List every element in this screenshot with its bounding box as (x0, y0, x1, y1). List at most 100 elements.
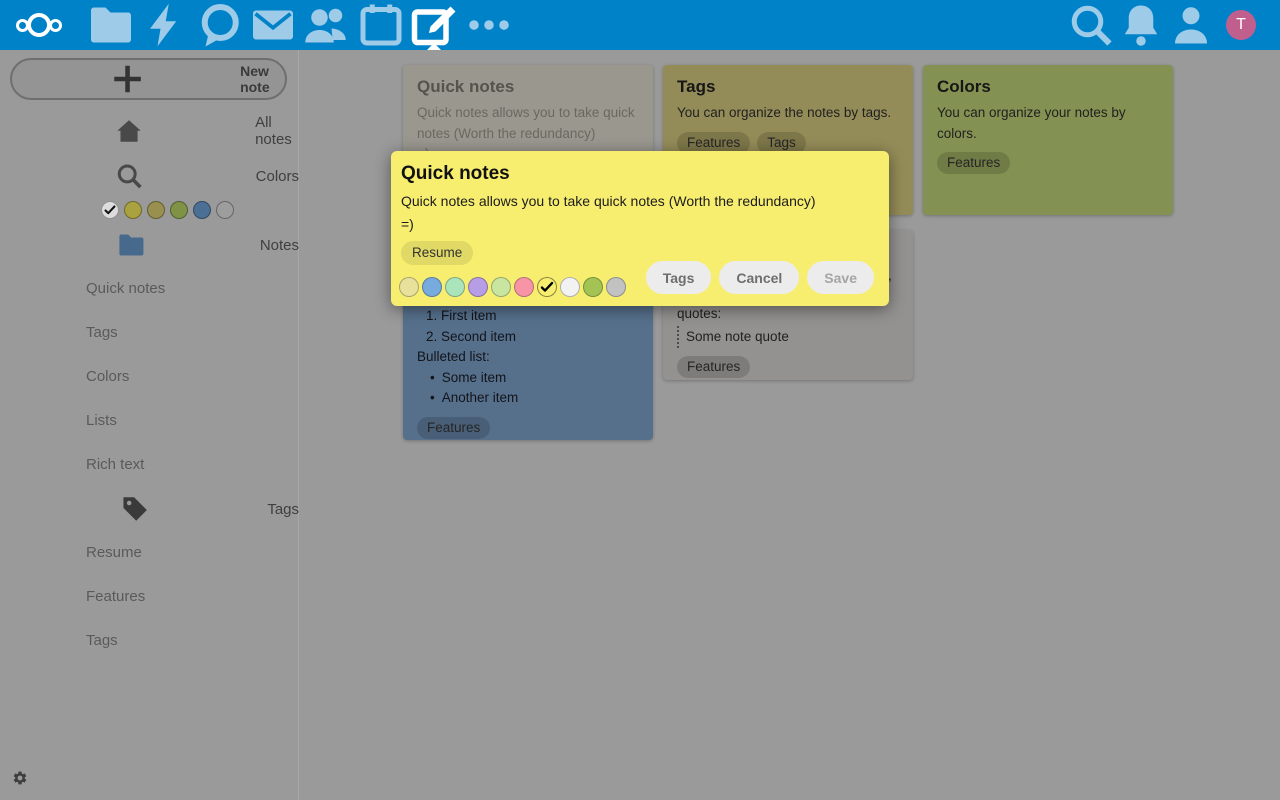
palette-color[interactable] (399, 277, 419, 297)
cancel-button[interactable]: Cancel (719, 261, 800, 294)
sidebar-group-label: Tags (267, 500, 299, 518)
sidebar-item-colors[interactable]: Colors (86, 368, 130, 385)
palette-color-selected[interactable] (537, 277, 557, 297)
note-card-body: You can organize the notes by tags. (677, 103, 899, 124)
sidebar-item-all-notes[interactable]: All notes (0, 114, 299, 148)
modal-tag-chip[interactable]: Resume (401, 241, 474, 265)
sidebar-item-features[interactable]: Features (86, 588, 146, 605)
palette-color[interactable] (583, 277, 603, 297)
note-text-line: Quick notes allows you to take quick not… (417, 105, 635, 141)
note-tag-chip: Tags (757, 131, 806, 154)
plus-icon (29, 60, 226, 98)
avatar[interactable]: T (1226, 10, 1256, 40)
note-pen-icon (409, 0, 459, 50)
color-filter-swatches (101, 201, 234, 219)
note-card-body: Quick notes allows you to take quick not… (417, 103, 639, 165)
app-button-calendar[interactable] (356, 0, 406, 50)
note-color-palette (399, 277, 626, 297)
check-icon (102, 202, 118, 218)
sidebar-item-rich-text[interactable]: Rich text (86, 456, 145, 473)
sidebar-item-lists[interactable]: Lists (86, 412, 117, 429)
nextcloud-logo[interactable] (16, 11, 76, 39)
sidebar-group-tags[interactable]: Tags (0, 494, 299, 524)
app-button-chat-bubble[interactable] (194, 0, 244, 50)
note-tag-chip: Features (677, 131, 751, 154)
note-text-line: You can organize your notes by colors. (937, 105, 1126, 141)
color-swatch[interactable] (216, 201, 234, 219)
edit-note-modal: Quick notes Quick notes allows you to ta… (391, 151, 889, 306)
header-button-search[interactable] (1066, 0, 1116, 50)
envelope-icon (248, 0, 298, 50)
sidebar-item-colors[interactable]: Colors (0, 161, 299, 191)
note-text-line: You can organize the notes by tags. (677, 105, 892, 120)
note-tag-chip: Features (937, 152, 1011, 174)
logo-circle (49, 18, 62, 32)
note-text-line: 2. Second item (426, 328, 517, 344)
check-icon (538, 278, 556, 296)
note-card-body: You can organize your notes by colors. (937, 103, 1159, 144)
folder-icon (86, 0, 136, 50)
note-tag-list: Features (417, 416, 639, 439)
header-button-person[interactable] (1166, 0, 1216, 50)
color-swatch[interactable] (170, 201, 188, 219)
person-icon (1166, 0, 1216, 50)
settings-button[interactable] (12, 770, 28, 786)
color-swatch[interactable] (147, 201, 165, 219)
note-text-line: 1. First item (426, 308, 497, 323)
palette-color[interactable] (422, 277, 442, 297)
palette-color[interactable] (445, 277, 465, 297)
app-button-lightning[interactable] (140, 0, 190, 50)
save-button[interactable]: Save (807, 261, 874, 294)
app-button-note-pen[interactable] (409, 0, 459, 50)
sidebar-item-tags[interactable]: Tags (86, 324, 118, 341)
gear-icon (12, 770, 28, 786)
note-card-title: Tags (677, 77, 716, 96)
color-swatch[interactable] (124, 201, 142, 219)
lightning-icon (140, 0, 190, 50)
note-card-body: quotes: Some note quote (677, 244, 899, 348)
color-swatch[interactable] (193, 201, 211, 219)
palette-color[interactable] (606, 277, 626, 297)
people-icon (302, 0, 352, 50)
chat-bubble-icon (194, 0, 244, 50)
note-card-lists[interactable]: 1. First item 2. Second item Bulleted list… (403, 230, 653, 440)
note-text-line: quotes: (677, 306, 722, 321)
palette-color[interactable] (560, 277, 580, 297)
header-button-bell[interactable] (1116, 0, 1166, 50)
color-swatch-checked[interactable] (101, 201, 119, 219)
note-card-colors[interactable]: Colors You can organize your notes by col… (923, 65, 1173, 215)
app-button-folder[interactable] (86, 0, 136, 50)
bullet-marker: • (430, 369, 435, 385)
palette-color[interactable] (491, 277, 511, 297)
bullet-marker: • (430, 390, 435, 405)
hidden-text-fragment: , (888, 268, 892, 283)
note-text-line: • Another item (417, 388, 639, 409)
app-content: New note All notes Colors Notes Quick note… (0, 50, 1280, 800)
palette-color[interactable] (468, 277, 488, 297)
note-card-title: Quick notes (417, 77, 515, 96)
app-button-envelope[interactable] (248, 0, 298, 50)
note-quote: Some note quote (677, 325, 899, 348)
modal-note-text: =) (401, 216, 414, 232)
sidebar-group-notes[interactable]: Notes (0, 230, 299, 260)
folder-icon (15, 230, 248, 260)
note-tag-list: Features (937, 152, 1159, 174)
app-button-ellipsis[interactable] (464, 0, 514, 50)
modal-buttons: Tags Cancel Save (645, 261, 874, 294)
app-button-people[interactable] (302, 0, 352, 50)
palette-color[interactable] (514, 277, 534, 297)
magnifier-icon (15, 161, 244, 191)
note-text-line: Bulleted list: (417, 349, 490, 364)
new-note-button[interactable]: New note (10, 58, 287, 100)
new-note-label: New note (240, 63, 270, 95)
note-card-title: Colors (937, 77, 991, 96)
sidebar-item-tags[interactable]: Tags (86, 632, 118, 649)
sidebar: New note All notes Colors Notes Quick note… (0, 50, 299, 800)
note-text: Another item (441, 390, 519, 405)
tags-button[interactable]: Tags (645, 261, 712, 294)
note-tag-chip: Features (677, 355, 751, 378)
note-card-body: 1. First item 2. Second item Bulleted list… (417, 244, 639, 409)
active-app-indicator (427, 43, 441, 50)
sidebar-item-quick-notes[interactable]: Quick notes (86, 280, 166, 297)
sidebar-item-resume[interactable]: Resume (86, 544, 142, 561)
